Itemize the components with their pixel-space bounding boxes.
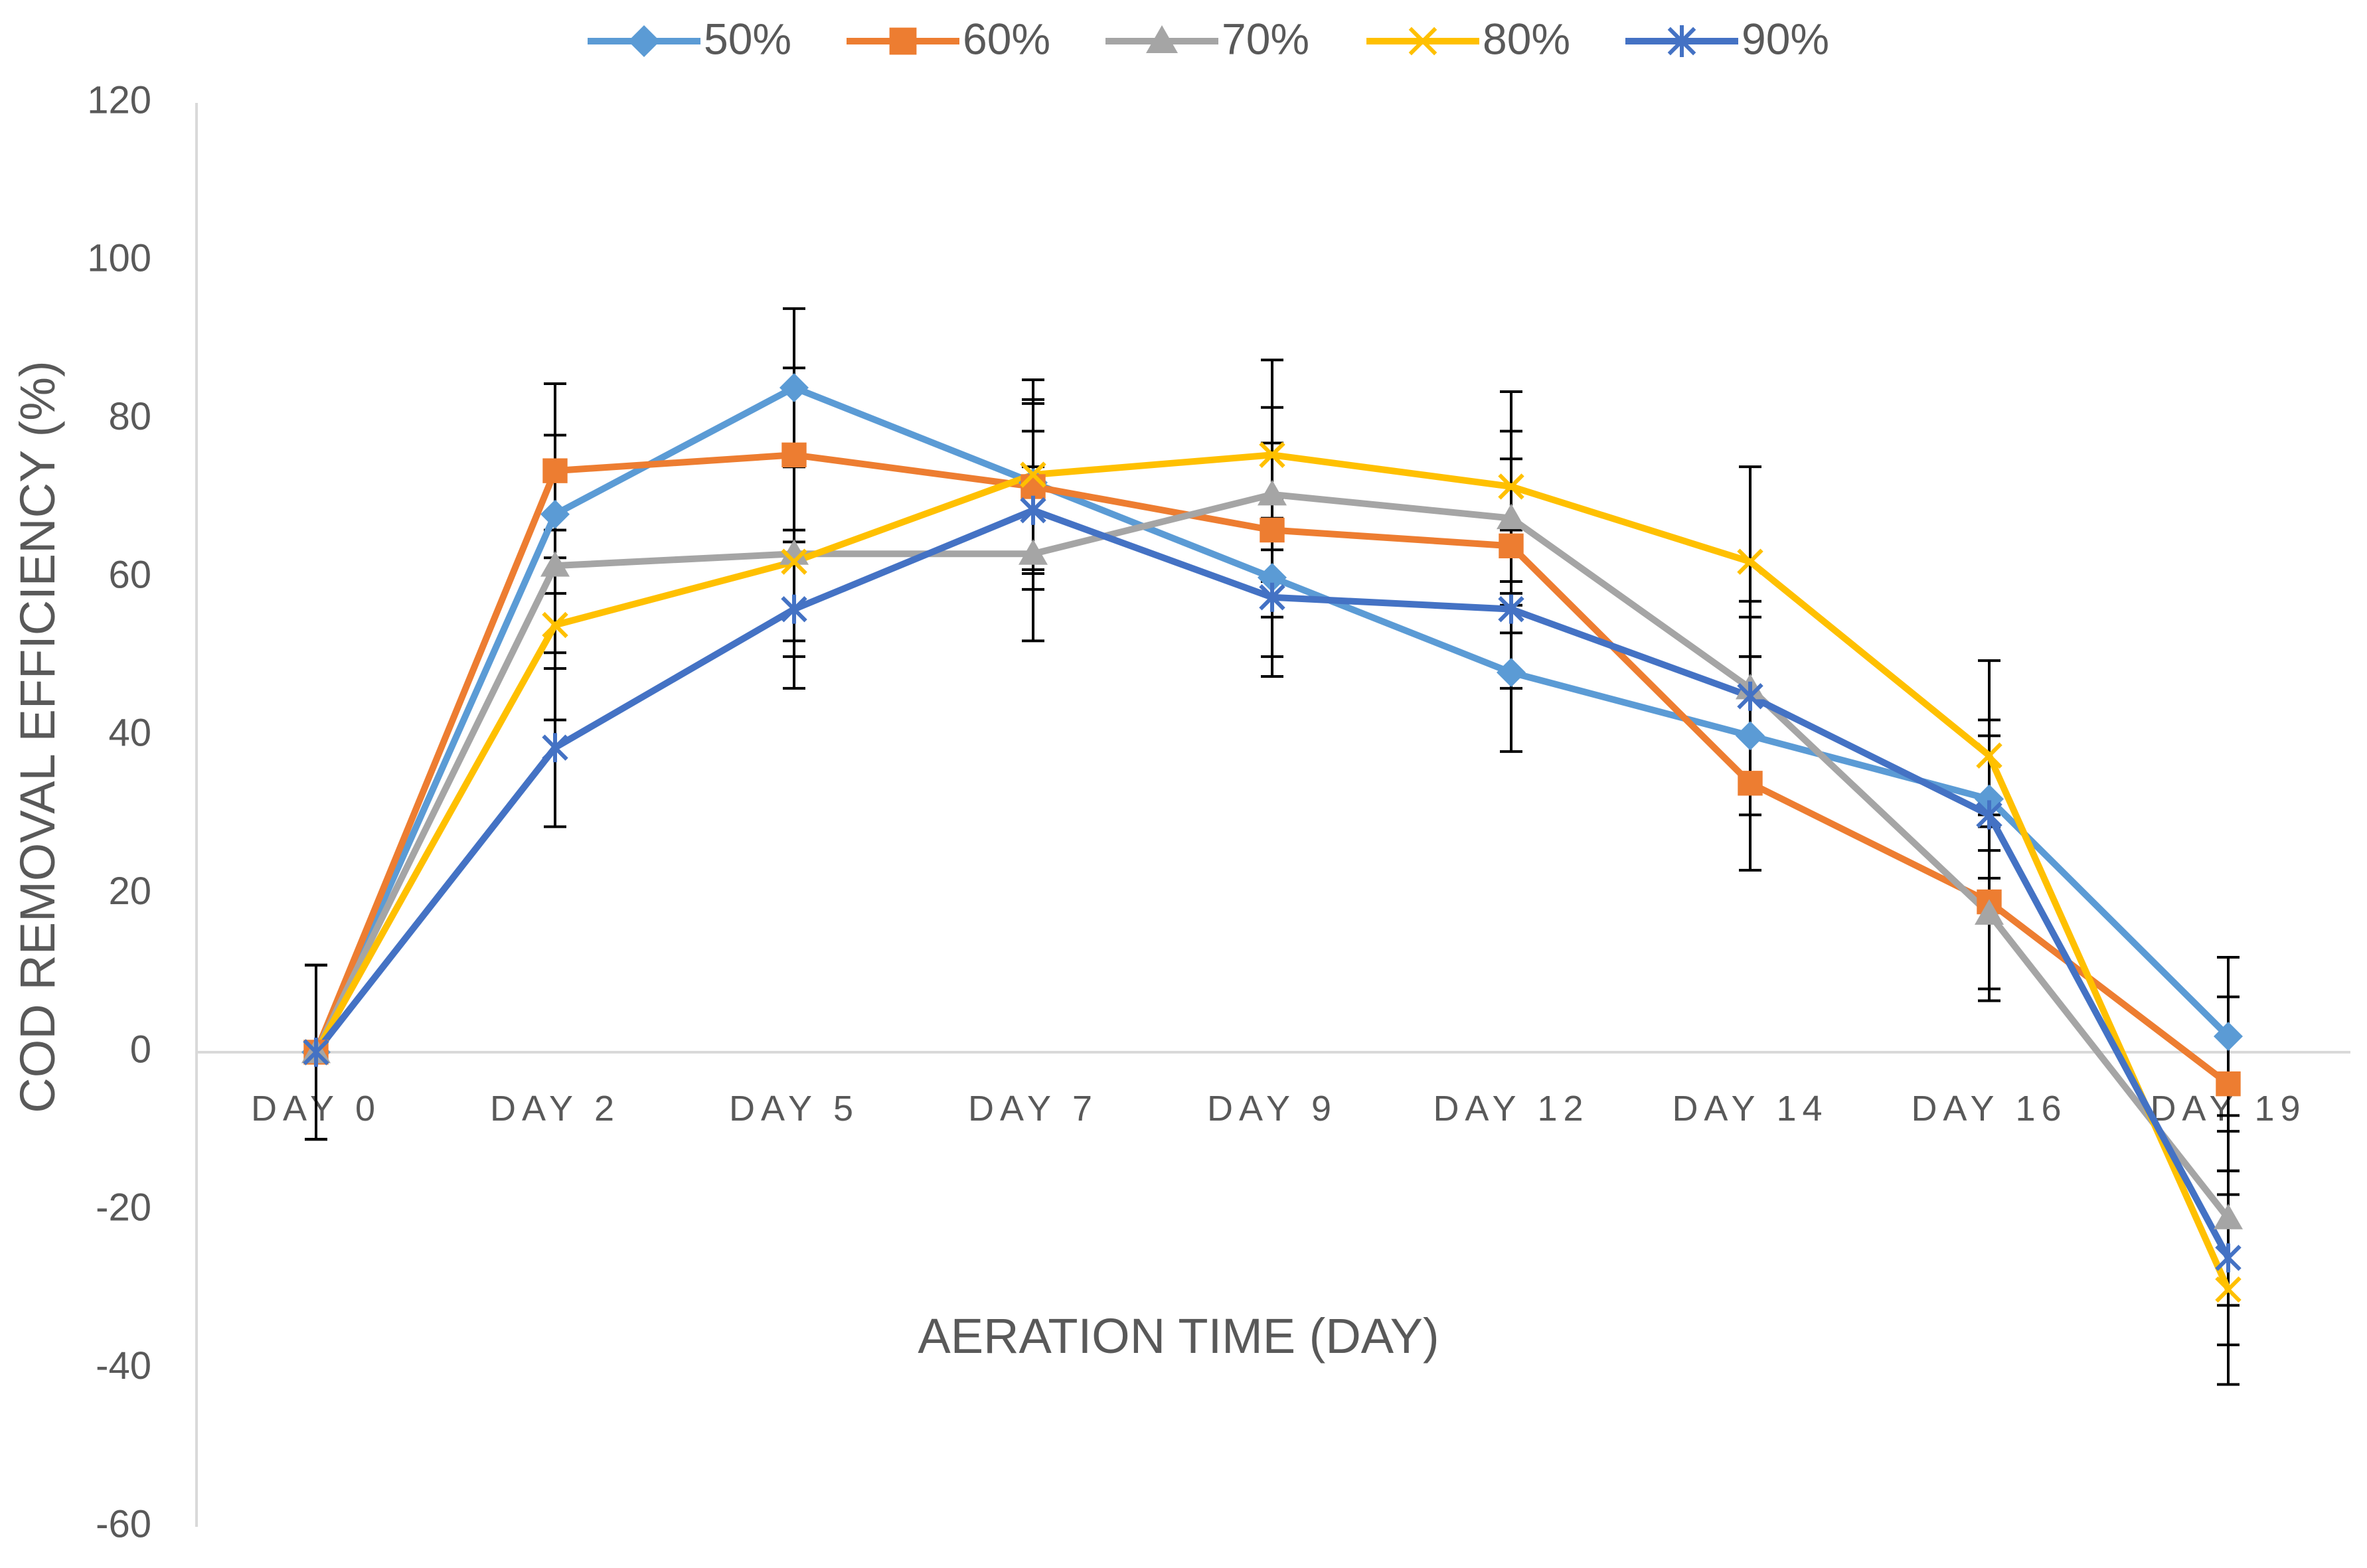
data-point-50pct bbox=[779, 373, 809, 402]
marker-stroke bbox=[1020, 461, 1046, 488]
data-point-60pct bbox=[2216, 1071, 2241, 1097]
data-point-60pct bbox=[1260, 517, 1285, 543]
marker-stroke bbox=[2215, 1276, 2242, 1303]
legend-swatch-marker bbox=[628, 25, 660, 57]
y-axis-title: COD REMOVAL EFFICIENCY (%) bbox=[10, 360, 65, 1113]
x-tick-label: DAY 7 bbox=[968, 1089, 1098, 1129]
data-point-60pct bbox=[781, 442, 807, 467]
data-point-70pct bbox=[779, 539, 809, 565]
x-tick-label: DAY 14 bbox=[1672, 1089, 1828, 1129]
legend-entry: 90% bbox=[1625, 14, 1829, 63]
data-point-50pct bbox=[540, 499, 570, 529]
data-point-80pct bbox=[781, 548, 807, 575]
data-point-70pct bbox=[1019, 539, 1048, 565]
series-markers bbox=[301, 373, 2243, 1303]
legend-swatch-marker bbox=[1146, 25, 1178, 53]
data-point-90pct bbox=[1737, 681, 1763, 711]
legend-swatch-marker bbox=[1408, 27, 1437, 56]
marker-stroke bbox=[1259, 441, 1285, 469]
y-tick-label: 40 bbox=[108, 712, 151, 755]
data-point-90pct bbox=[303, 1038, 329, 1067]
legend-label: 70% bbox=[1222, 14, 1309, 63]
legend-label: 90% bbox=[1742, 14, 1829, 63]
data-point-70pct bbox=[1975, 899, 2004, 925]
data-point-60pct bbox=[542, 458, 568, 483]
y-tick-label: -60 bbox=[96, 1502, 151, 1545]
data-point-90pct bbox=[781, 594, 807, 624]
marker-stroke bbox=[781, 548, 807, 575]
x-axis-title: AERATION TIME (DAY) bbox=[918, 1308, 1439, 1364]
data-point-50pct bbox=[1497, 658, 1526, 687]
legend-swatch-marker bbox=[889, 27, 917, 55]
legend: 50% 60% 70% 80% 90% bbox=[588, 14, 1829, 63]
data-point-90pct bbox=[542, 733, 568, 763]
marker-stroke bbox=[1408, 27, 1437, 56]
y-tick-label: 20 bbox=[108, 870, 151, 913]
y-axis: -60 -40 -20 0 20 40 60 80 100 120 bbox=[87, 78, 198, 1545]
y-tick-label: 120 bbox=[87, 78, 151, 121]
legend-label: 60% bbox=[963, 14, 1050, 63]
marker-stroke bbox=[1498, 473, 1524, 500]
y-tick-label: -40 bbox=[96, 1344, 151, 1387]
x-axis: DAY 0 DAY 2 DAY 5 DAY 7 DAY 9 DAY 12 DAY 14 DAY… bbox=[197, 1051, 2350, 1129]
x-tick-label: DAY 9 bbox=[1207, 1089, 1337, 1129]
data-point-60pct bbox=[1499, 533, 1524, 559]
marker-stroke bbox=[542, 611, 568, 639]
data-point-80pct bbox=[1259, 441, 1285, 469]
x-tick-label: DAY 16 bbox=[1911, 1089, 2067, 1129]
data-point-90pct bbox=[1259, 582, 1285, 612]
marker-stroke bbox=[1737, 548, 1763, 575]
data-point-70pct bbox=[1497, 503, 1526, 530]
data-point-80pct bbox=[1976, 742, 2002, 769]
y-tick-label: 80 bbox=[108, 395, 151, 438]
y-tick-label: 100 bbox=[87, 237, 151, 280]
y-tick-label: -20 bbox=[96, 1186, 151, 1229]
data-point-80pct bbox=[1498, 473, 1524, 500]
y-tick-label: 60 bbox=[108, 553, 151, 596]
data-point-80pct bbox=[2215, 1276, 2242, 1303]
legend-label: 80% bbox=[1483, 14, 1570, 63]
legend-entry: 50% bbox=[588, 14, 791, 63]
legend-entry: 70% bbox=[1105, 14, 1309, 63]
legend-entry: 60% bbox=[847, 14, 1050, 63]
data-point-90pct bbox=[2215, 1243, 2242, 1273]
data-point-70pct bbox=[540, 551, 570, 577]
legend-swatch-marker bbox=[1667, 25, 1696, 57]
data-point-90pct bbox=[1020, 495, 1046, 525]
data-point-50pct bbox=[1258, 563, 1287, 592]
y-tick-label: 0 bbox=[130, 1028, 151, 1071]
data-point-90pct bbox=[1976, 800, 2002, 830]
x-tick-label: DAY 2 bbox=[490, 1089, 620, 1129]
x-tick-label: DAY 5 bbox=[729, 1089, 859, 1129]
data-point-80pct bbox=[542, 611, 568, 639]
legend-entry: 80% bbox=[1366, 14, 1570, 63]
data-point-60pct bbox=[1738, 771, 1763, 796]
x-tick-label: DAY 0 bbox=[251, 1089, 381, 1129]
data-point-80pct bbox=[1737, 548, 1763, 575]
data-point-50pct bbox=[1736, 721, 1765, 751]
data-point-60pct bbox=[1020, 474, 1046, 499]
data-point-70pct bbox=[2214, 1204, 2243, 1229]
data-point-70pct bbox=[1258, 479, 1287, 506]
data-point-50pct bbox=[2214, 1022, 2243, 1052]
data-point-80pct bbox=[1020, 461, 1046, 488]
data-point-90pct bbox=[1498, 594, 1524, 624]
x-tick-label: DAY 12 bbox=[1433, 1089, 1589, 1129]
legend-label: 50% bbox=[704, 14, 791, 63]
marker-stroke bbox=[1976, 742, 2002, 769]
